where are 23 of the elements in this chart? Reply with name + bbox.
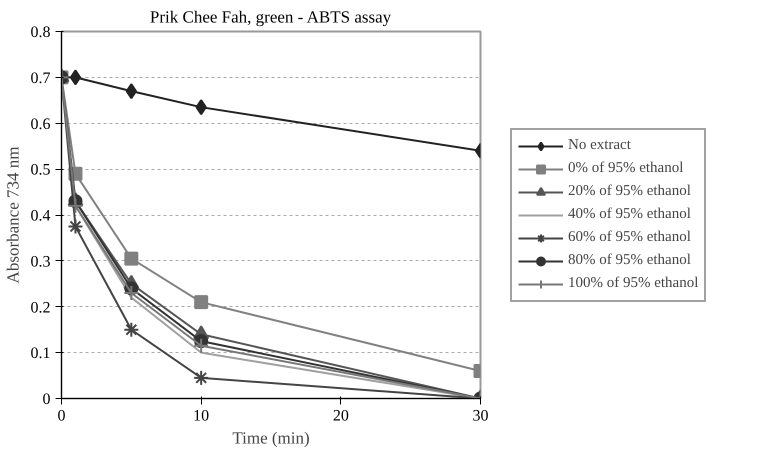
x-tick-label: 20: [332, 408, 349, 424]
chart-title: Prik Chee Fah, green - ABTS assay: [150, 8, 392, 26]
x-tick-label: 30: [472, 408, 488, 424]
y-tick-label: 0.3: [30, 253, 50, 270]
legend-label: 40% of 95% ethanol: [568, 206, 691, 223]
x-tick-label: 10: [193, 408, 210, 424]
legend-label: 80% of 95% ethanol: [568, 252, 691, 269]
legend-label: No extract: [568, 137, 631, 154]
y-tick-label: 0.8: [30, 24, 50, 41]
legend-label: 60% of 95% ethanol: [568, 229, 691, 246]
y-tick-label: 0: [42, 391, 50, 408]
legend-label: 0% of 95% ethanol: [568, 160, 684, 177]
y-tick-label: 0.2: [30, 299, 50, 316]
legend-label: 100% of 95% ethanol: [568, 275, 698, 292]
legend-label: 20% of 95% ethanol: [568, 183, 691, 200]
y-tick-label: 0.5: [30, 162, 50, 179]
y-tick-label: 0.4: [30, 208, 50, 224]
y-tick-label: 0.6: [30, 116, 50, 133]
x-axis-title: Time (min): [232, 428, 310, 448]
y-tick-label: 0.7: [30, 70, 50, 87]
x-tick-label: 0: [58, 408, 66, 424]
y-tick-label: 0.1: [30, 345, 50, 362]
y-axis-title: Absorbance 734 nm: [4, 146, 22, 284]
